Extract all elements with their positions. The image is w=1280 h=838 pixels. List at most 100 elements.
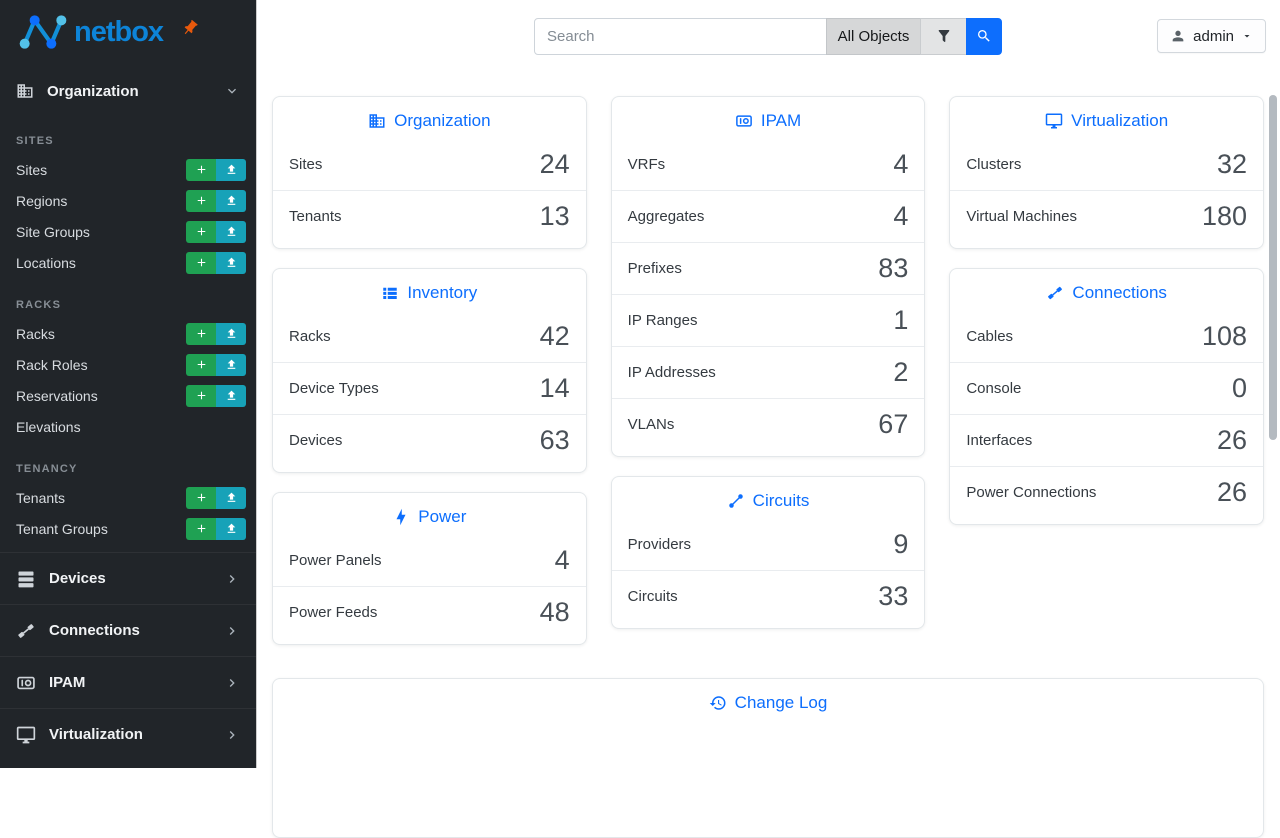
sidebar-item-racks[interactable]: Racks — [0, 318, 256, 349]
add-button[interactable] — [186, 517, 216, 540]
stat-row: Console 0 — [950, 362, 1264, 414]
search-input[interactable] — [534, 17, 827, 55]
sidebar-item-elevations[interactable]: Elevations — [0, 411, 256, 442]
add-button[interactable] — [186, 158, 216, 181]
sidebar-item-regions[interactable]: Regions — [0, 185, 256, 216]
sidebar-section-virtualization[interactable]: Virtualization — [0, 708, 256, 760]
sidebar-item-label: Elevations — [16, 418, 81, 435]
stat-value[interactable]: 67 — [878, 409, 909, 440]
add-button[interactable] — [186, 353, 216, 376]
import-button[interactable] — [216, 353, 246, 376]
stat-value[interactable]: 48 — [539, 597, 570, 628]
stat-row: IP Ranges 1 — [611, 294, 925, 346]
card-title: IPAM — [612, 97, 925, 139]
virtualization-card: Virtualization Clusters 32 Virtual Machi… — [949, 96, 1265, 250]
sidebar-group-tenancy: TENANCY — [16, 463, 78, 475]
stat-value[interactable]: 83 — [878, 253, 909, 284]
scrollbar-thumb[interactable] — [1269, 95, 1277, 440]
sidebar-item-label: Locations — [16, 254, 76, 271]
import-button[interactable] — [216, 251, 246, 274]
card-body: Racks 42 Device Types 14 Devices 63 — [273, 311, 586, 472]
stat-value[interactable]: 24 — [539, 149, 570, 179]
dashboard-grid: Organization Sites 24 Tenants 13 — [272, 96, 1265, 664]
sidebar-item-rack-roles[interactable]: Rack Roles — [0, 349, 256, 380]
sidebar-item-locations[interactable]: Locations — [0, 247, 256, 278]
add-button[interactable] — [186, 486, 216, 509]
dashboard-column-1: Organization Sites 24 Tenants 13 — [272, 96, 587, 664]
sidebar-section-devices[interactable]: Devices — [0, 552, 256, 604]
stat-value[interactable]: 4 — [893, 201, 909, 232]
netbox-logo-icon — [16, 12, 70, 52]
stat-value[interactable]: 1 — [893, 305, 909, 336]
stat-value[interactable]: 108 — [1201, 321, 1248, 352]
card-body: VRFs 4 Aggregates 4 Prefixes 83 IP Ran — [611, 139, 925, 456]
sidebar-item-sites[interactable]: Sites — [0, 154, 256, 185]
upload-icon — [225, 256, 238, 269]
import-button[interactable] — [216, 322, 246, 345]
import-button[interactable] — [216, 220, 246, 243]
sidebar-section-organization[interactable]: Organization — [0, 68, 256, 114]
plus-icon — [195, 389, 208, 402]
stat-value[interactable]: 32 — [1216, 149, 1248, 179]
sidebar-item-label: Regions — [16, 192, 68, 209]
sidebar-section-label: Organization — [47, 82, 139, 100]
dashboard: Organization Sites 24 Tenants 13 — [256, 72, 1280, 838]
stat-value[interactable]: 33 — [878, 581, 909, 612]
stat-value[interactable]: 180 — [1201, 201, 1248, 232]
add-button[interactable] — [186, 384, 216, 407]
stat-value[interactable]: 4 — [893, 149, 909, 179]
stat-row: Circuits 33 — [611, 570, 925, 622]
server-stack-icon — [16, 569, 36, 589]
upload-icon — [225, 163, 238, 176]
stat-value[interactable]: 13 — [539, 201, 570, 232]
organization-card: Organization Sites 24 Tenants 13 — [272, 96, 587, 250]
search-submit-button[interactable] — [966, 17, 1002, 55]
stat-value[interactable]: 26 — [1216, 425, 1248, 456]
search-scope-button[interactable]: All Objects — [826, 17, 921, 55]
sidebar-item-label: Tenants — [16, 489, 66, 506]
stat-value[interactable]: 42 — [539, 321, 570, 352]
cable-icon — [16, 621, 36, 641]
stat-value[interactable]: 63 — [539, 425, 570, 456]
plus-icon — [195, 163, 208, 176]
add-button[interactable] — [186, 220, 216, 243]
sidebar-section-label: Devices — [49, 570, 106, 587]
sidebar-item-label: Tenant Groups — [16, 520, 108, 537]
stat-value[interactable]: 9 — [893, 529, 909, 560]
stat-value[interactable]: 26 — [1216, 477, 1248, 508]
stat-value[interactable]: 14 — [539, 373, 570, 404]
stat-label: VLANs — [627, 416, 675, 434]
netbox-logo[interactable]: netbox — [0, 0, 256, 64]
card-title-text: Inventory — [407, 283, 478, 303]
stat-label: Racks — [289, 328, 331, 346]
add-button[interactable] — [186, 189, 216, 212]
sidebar-section-connections[interactable]: Connections — [0, 604, 256, 656]
pin-sidebar-button[interactable] — [177, 15, 202, 40]
main-area: All Objects admin Organization — [256, 0, 1280, 838]
sidebar-section-ipam[interactable]: IPAM — [0, 656, 256, 708]
stat-label: VRFs — [627, 156, 666, 174]
sidebar-item-reservations[interactable]: Reservations — [0, 380, 256, 411]
import-button[interactable] — [216, 486, 246, 509]
filter-button[interactable] — [920, 17, 967, 55]
sidebar-item-site-groups[interactable]: Site Groups — [0, 216, 256, 247]
ipam-counter-icon — [735, 112, 753, 130]
import-button[interactable] — [216, 158, 246, 181]
stat-value[interactable]: 2 — [893, 357, 909, 388]
stat-row: Racks 42 — [273, 311, 586, 362]
stat-label: Interfaces — [966, 432, 1033, 450]
add-button[interactable] — [186, 251, 216, 274]
sidebar-item-tenant-groups[interactable]: Tenant Groups — [0, 513, 256, 544]
chevron-right-icon — [224, 675, 240, 691]
stat-value[interactable]: 4 — [554, 545, 570, 576]
monitor-icon — [16, 725, 36, 745]
user-menu-button[interactable]: admin — [1157, 19, 1266, 53]
import-button[interactable] — [216, 189, 246, 212]
import-button[interactable] — [216, 517, 246, 540]
card-title: Power — [273, 493, 586, 535]
sidebar-item-tenants[interactable]: Tenants — [0, 482, 256, 513]
stat-value[interactable]: 0 — [1231, 373, 1248, 404]
upload-icon — [225, 194, 238, 207]
add-button[interactable] — [186, 322, 216, 345]
import-button[interactable] — [216, 384, 246, 407]
